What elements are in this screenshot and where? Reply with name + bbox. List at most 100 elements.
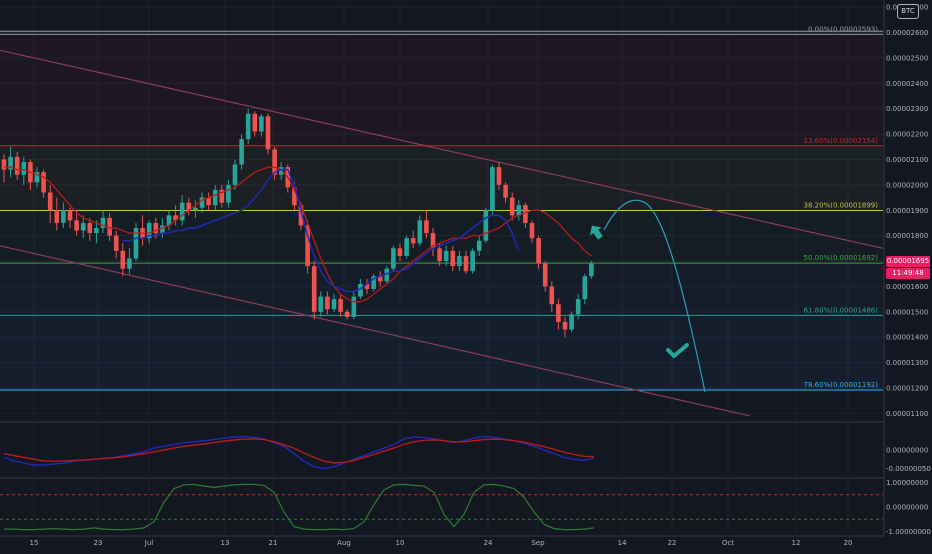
y-tick-label: 0.00001900: [886, 207, 928, 215]
candle-body: [582, 276, 588, 300]
fib-label: 38.20%(0.00001899): [804, 202, 879, 210]
candle-body: [153, 222, 159, 234]
fib-label: 23.60%(0.00002154): [804, 137, 879, 145]
candle-body: [80, 222, 86, 231]
fib-label: 78.60%(0.00001192): [804, 381, 879, 389]
candle-body: [61, 210, 66, 223]
candle-body: [232, 164, 238, 185]
y-tick-label: 0.00002500: [886, 54, 928, 62]
candle-body: [100, 217, 106, 229]
channel-lower: [0, 245, 751, 417]
candle-body: [377, 276, 383, 282]
bar-countdown-tag: 11:49:48: [886, 268, 930, 279]
stochastic-pane[interactable]: [0, 483, 883, 531]
candle-body: [206, 197, 211, 206]
candle-body: [476, 240, 482, 251]
candle-body: [351, 296, 357, 317]
candle-body: [417, 220, 423, 244]
candle-body: [74, 220, 79, 231]
x-tick-label: 24: [484, 539, 493, 547]
candle-body: [463, 255, 469, 272]
candle-body: [272, 149, 277, 175]
fibonacci-levels[interactable]: 0.00%(0.00002593) 23.60%(0.00002154) 38.20…: [0, 25, 883, 391]
stoch-y-tick-label: -1.00000000: [886, 528, 931, 536]
up-arrow-icon: [590, 225, 603, 240]
candle-body: [173, 215, 178, 221]
candle-body: [94, 228, 99, 234]
candle-body: [239, 139, 244, 165]
candle-body: [549, 286, 555, 305]
x-tick-label: 12: [792, 539, 801, 547]
channel-upper: [0, 49, 884, 249]
bar-countdown-value: 11:49:48: [892, 269, 924, 277]
candle-body: [219, 189, 225, 203]
candle-body: [371, 276, 376, 289]
candle-body: [166, 215, 172, 226]
candle-body: [186, 202, 192, 211]
time-axis[interactable]: 15 23 Jul 13 21 Aug 10 24 Sep 14 22 Oct 12 20: [30, 539, 853, 547]
candle-body: [120, 250, 126, 269]
candle-body: [450, 250, 456, 267]
candle-body: [496, 167, 502, 185]
y-tick-label: 0.00002100: [886, 156, 928, 164]
candle-body: [430, 233, 436, 249]
candle-body: [160, 225, 165, 234]
candle-body: [259, 116, 264, 132]
x-tick-label: Oct: [722, 539, 734, 547]
osc-line-red: [3, 438, 595, 464]
stoch-line: [4, 483, 595, 531]
x-tick-label: 23: [94, 539, 103, 547]
candle-body: [562, 321, 568, 330]
x-tick-label: 15: [30, 539, 39, 547]
y-tick-label: 0.00001100: [886, 410, 928, 418]
x-tick-label: 21: [269, 539, 278, 547]
candle-body: [424, 220, 429, 234]
fib-zone: [0, 34, 883, 146]
symbol-badge-label: BTC: [901, 7, 915, 15]
oscillator-pane[interactable]: [3, 435, 595, 470]
candle-body: [509, 197, 515, 216]
candle-body: [589, 263, 594, 277]
symbol-badge[interactable]: BTC: [897, 4, 919, 19]
candle-body: [384, 268, 390, 282]
fib-label: 61.80%(0.00001486): [804, 306, 879, 314]
y-tick-label: 0.00002600: [886, 29, 928, 37]
candle-body: [67, 210, 73, 221]
last-price-tag[interactable]: 0.00001695: [886, 256, 930, 267]
x-tick-label: 22: [668, 539, 677, 547]
annotations[interactable]: [586, 199, 706, 393]
x-tick-label: 14: [618, 539, 627, 547]
y-tick-label: 0.00001800: [886, 232, 928, 240]
fib-zone: [0, 145, 883, 211]
candle-body: [483, 210, 489, 241]
candle-body: [107, 217, 112, 236]
x-tick-label: 13: [221, 539, 230, 547]
candle-body: [305, 225, 310, 267]
candle-body: [47, 192, 53, 211]
candle-body: [14, 156, 20, 175]
y-tick-label: 0.00001200: [886, 385, 928, 393]
candle-body: [536, 238, 541, 264]
candle-body: [34, 172, 40, 183]
y-tick-label: 0.00001400: [886, 334, 928, 342]
y-tick-label: 0.00002200: [886, 131, 928, 139]
candle-body: [199, 197, 205, 208]
projection-path: [603, 199, 706, 393]
candle-body: [278, 167, 284, 175]
candle-body: [212, 189, 218, 206]
stoch-y-tick-label: 1.00000000: [886, 479, 928, 487]
candle-body: [226, 184, 231, 203]
y-tick-label: 0.00001300: [886, 359, 928, 367]
trend-channel[interactable]: [0, 49, 884, 417]
candle-body: [21, 162, 27, 175]
ma-blue-line: [122, 168, 520, 293]
up-arrow-shape: [590, 225, 603, 240]
candle-body: [41, 172, 46, 193]
candle-body: [490, 167, 495, 211]
candle-body: [311, 266, 317, 312]
candle-body: [437, 248, 442, 262]
